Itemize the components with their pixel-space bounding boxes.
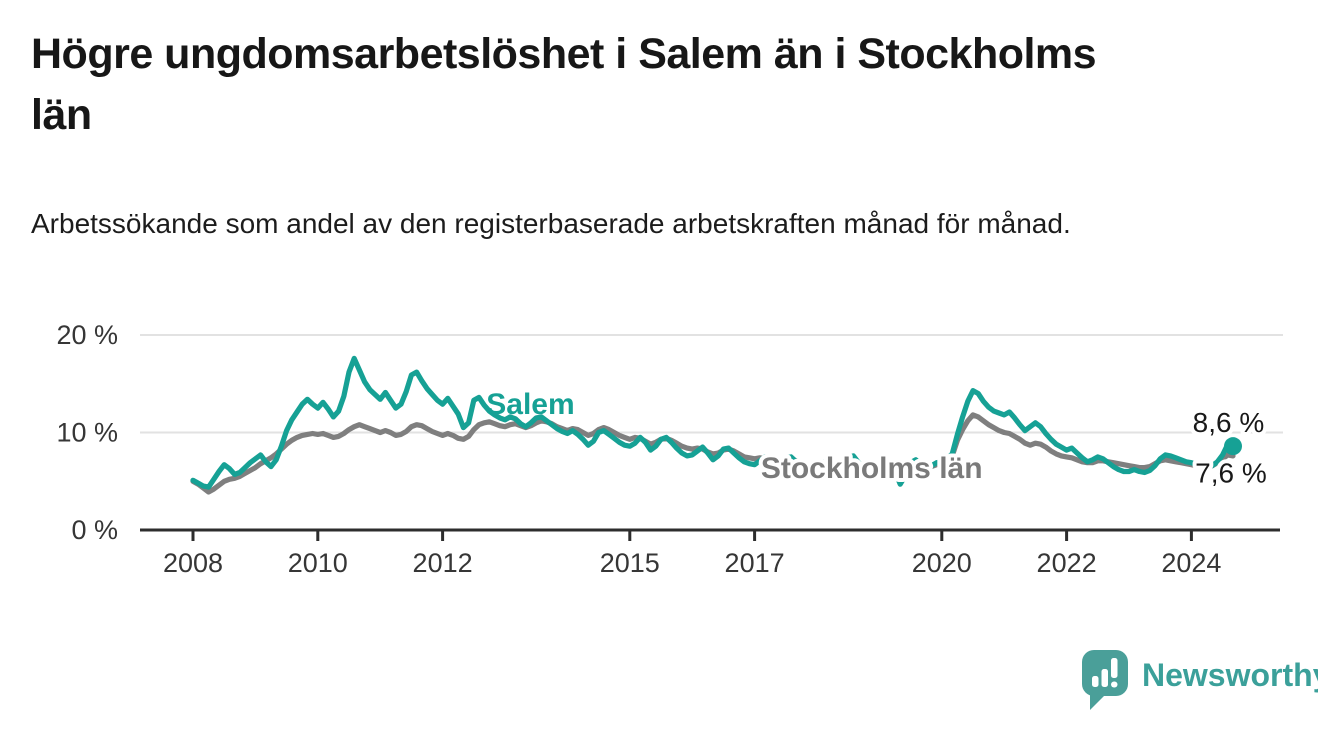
page-title-line-2: län (31, 91, 92, 139)
series-line-stockholms-l-n (190, 412, 1236, 495)
latest-value-label-salem: 8,6 % (1193, 407, 1265, 438)
chart-header: Högre ungdomsarbetslöshet i Salem än i S… (31, 24, 1311, 146)
bar-chart-icon-bar2 (1101, 669, 1108, 687)
newsworthy-logo: Newsworthy (1082, 650, 1318, 710)
series-line-salem (190, 355, 1236, 490)
newsworthy-logo-mark (1082, 650, 1128, 710)
y-axis-tick-label: 10 % (56, 418, 118, 448)
x-axis-tick-label: 2020 (912, 548, 972, 578)
latest-value-label-stockholms-lan: 7,6 % (1195, 458, 1267, 489)
newsworthy-wordmark: Newsworthy (1142, 657, 1318, 693)
exclamation-icon-dot (1111, 681, 1118, 688)
page-title: Högre ungdomsarbetslöshet i Salem än i S… (31, 24, 1281, 146)
x-axis-tick-label: 2010 (288, 548, 348, 578)
latest-value-dot (1224, 437, 1242, 456)
x-axis-tick-label: 2008 (163, 548, 223, 578)
x-axis-tick-label: 2015 (600, 548, 660, 578)
line-chart: 0 % 10 % 20 % 2008 2010 2012 2015 2017 2020 2022 2… (0, 310, 1340, 610)
series-label-salem: Salem (486, 388, 574, 421)
exclamation-icon-bar (1111, 658, 1118, 678)
x-axis-tick-label: 2012 (413, 548, 473, 578)
bar-chart-icon-bar1 (1092, 676, 1099, 687)
unemployment-line-chart-svg: 0 % 10 % 20 % 2008 2010 2012 2015 2017 2020 2022 2… (56, 320, 1283, 578)
x-axis-tick-label: 2017 (725, 548, 785, 578)
page-title-line-1: Högre ungdomsarbetslöshet i Salem än i S… (31, 30, 1097, 78)
x-axis-tick-label: 2024 (1161, 548, 1221, 578)
y-axis-tick-label: 0 % (71, 515, 118, 545)
x-axis-tick-label: 2022 (1037, 548, 1097, 578)
speech-bubble-tail (1090, 692, 1108, 710)
series-label-stockholms-lan: Stockholms län (761, 452, 983, 485)
chart-subtitle: Arbetssökande som andel av den registerb… (31, 208, 1071, 239)
y-axis-tick-label: 20 % (56, 320, 118, 350)
